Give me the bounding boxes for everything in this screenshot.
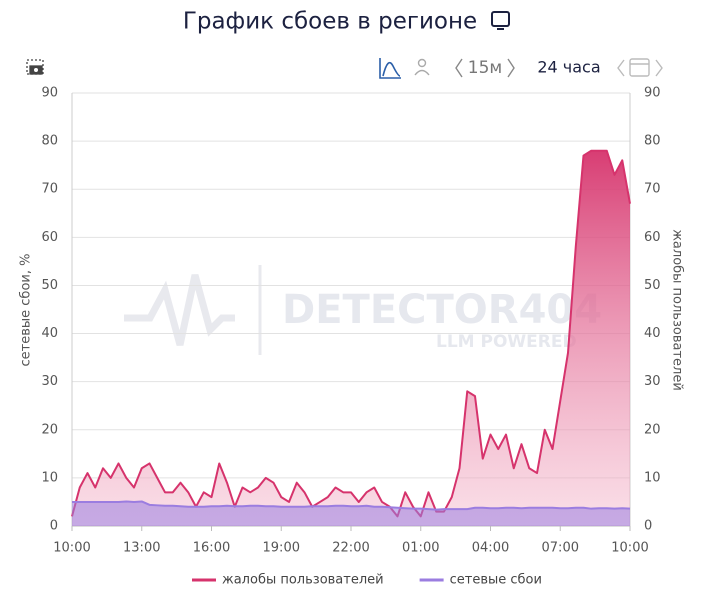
y-tick-label: 60: [41, 230, 58, 245]
y2-tick-label: 90: [644, 86, 661, 101]
watermark-brand: DETECTOR404: [282, 287, 602, 333]
y2-tick-label: 10: [644, 470, 661, 485]
interval-chevrons: [455, 58, 515, 78]
y-tick-label: 10: [41, 470, 58, 485]
y2-tick-label: 20: [644, 422, 661, 437]
y-tick-label: 90: [41, 86, 58, 101]
area-fill: [72, 150, 630, 526]
y2-tick-label: 70: [644, 182, 661, 197]
area-fill: [72, 501, 630, 526]
y-tick-label: 70: [41, 182, 58, 197]
legend-label: сетевые сбои: [450, 573, 542, 588]
camera-button[interactable]: [26, 59, 44, 75]
y2-tick-label: 50: [644, 278, 661, 293]
watermark: DETECTOR404 LLM POWERED: [124, 265, 602, 355]
x-tick-label: 13:00: [123, 541, 160, 556]
y2-axis-label: жалобы пользователей: [670, 229, 685, 391]
y-tick-label: 0: [50, 519, 58, 534]
y-tick-label: 20: [41, 422, 58, 437]
y-axis-label: сетевые сбои, %: [19, 254, 34, 367]
y-tick-label: 50: [41, 278, 58, 293]
legend-label: жалобы пользователей: [222, 573, 384, 588]
monitor-icon: [491, 11, 510, 30]
interval-button[interactable]: 15м: [468, 58, 502, 78]
chart-type-button[interactable]: [379, 58, 401, 79]
x-tick-label: 10:00: [53, 541, 90, 556]
line: [72, 500, 631, 511]
x-tick-label: 22:00: [332, 541, 369, 556]
y2-tick-label: 30: [644, 374, 661, 389]
y2-tick-label: 60: [644, 230, 661, 245]
calendar-button[interactable]: [617, 58, 663, 77]
period-button[interactable]: 24 часа: [537, 58, 600, 77]
x-tick-label: 04:00: [472, 541, 509, 556]
line: [71, 149, 631, 518]
y2-tick-label: 0: [644, 519, 652, 534]
user-button[interactable]: [414, 58, 430, 76]
chart-title: График сбоев в регионе: [183, 9, 477, 35]
x-tick-label: 16:00: [193, 541, 230, 556]
y-tick-label: 80: [41, 134, 58, 149]
y2-tick-label: 40: [644, 326, 661, 341]
y2-tick-label: 80: [644, 134, 661, 149]
x-tick-label: 01:00: [402, 541, 439, 556]
watermark-tagline: LLM POWERED: [436, 332, 577, 352]
x-tick-label: 10:00: [611, 541, 648, 556]
x-tick-label: 19:00: [263, 541, 300, 556]
y-tick-label: 30: [41, 374, 58, 389]
y-tick-label: 40: [41, 326, 58, 341]
x-tick-label: 07:00: [542, 541, 579, 556]
